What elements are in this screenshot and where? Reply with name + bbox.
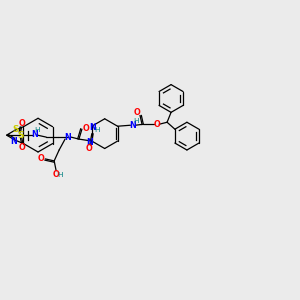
Text: H: H [57,172,63,178]
Text: S: S [17,130,24,140]
Text: O: O [38,154,45,164]
Text: N: N [31,130,38,139]
Text: O: O [53,170,59,179]
Text: S: S [12,125,19,134]
Text: H: H [34,127,40,133]
Text: O: O [82,124,89,133]
Text: N: N [129,121,136,130]
Text: H: H [94,127,100,133]
Text: O: O [19,119,26,128]
Text: H: H [134,118,139,124]
Text: N: N [86,138,93,147]
Text: O: O [85,144,92,153]
Text: N: N [65,133,71,142]
Text: N: N [11,136,17,146]
Text: O: O [19,142,26,152]
Text: O: O [154,120,160,129]
Text: N: N [89,123,96,132]
Text: O: O [134,108,141,117]
